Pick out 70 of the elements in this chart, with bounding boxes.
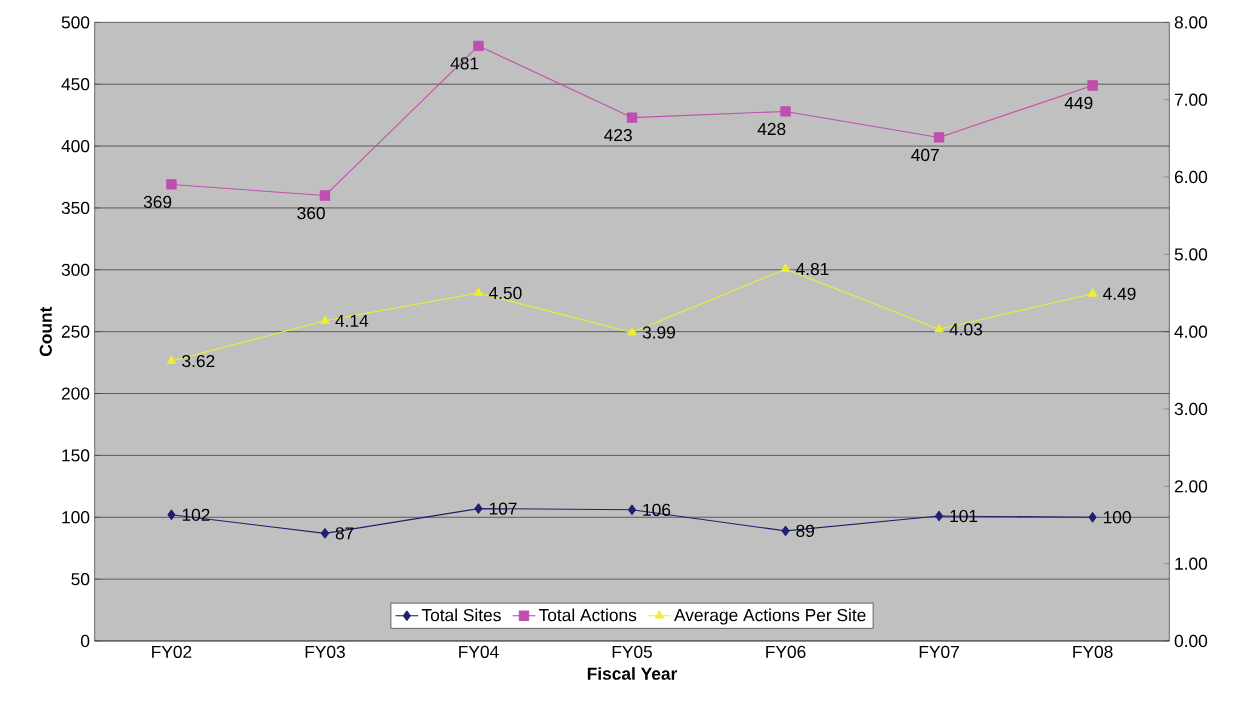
y-tick-label: 400 <box>61 139 90 153</box>
x-tick-label: FY06 <box>766 645 806 658</box>
point <box>627 504 637 516</box>
y2-tick-label: 4.00 <box>1174 325 1208 338</box>
y-tick-label: 0 <box>80 634 90 648</box>
y-tick-label: 300 <box>61 263 90 276</box>
y-tick-label: 150 <box>62 449 90 462</box>
y2-tick-label: 8.00 <box>1174 16 1208 29</box>
point <box>167 509 176 520</box>
legend-label: Average Actions Per Site <box>674 608 866 625</box>
data-label: 87 <box>335 527 354 540</box>
y2-tick-label: 6.00 <box>1174 170 1208 184</box>
point <box>166 355 177 364</box>
point <box>320 315 330 324</box>
y2-tick-label: 7.00 <box>1174 93 1208 106</box>
data-label: 423 <box>604 128 632 142</box>
point <box>933 132 945 143</box>
x-tick-label: FY07 <box>919 645 959 658</box>
point <box>935 510 944 522</box>
point <box>781 525 790 537</box>
y-tick-label: 250 <box>61 325 90 338</box>
y-tick-label: 500 <box>61 16 90 29</box>
point <box>1088 288 1098 297</box>
y2-tick-label: 0.00 <box>1174 634 1208 648</box>
data-label: 4.03 <box>949 323 983 336</box>
data-label: 449 <box>1064 96 1093 110</box>
data-label: 369 <box>143 195 172 209</box>
y-tick-label: 200 <box>61 387 90 400</box>
legend-label: Total Actions <box>538 608 637 622</box>
point <box>320 528 329 539</box>
y2-tick-label: 2.00 <box>1174 480 1208 493</box>
point <box>474 503 483 514</box>
data-label: 3.99 <box>642 326 675 339</box>
data-label: 4.81 <box>795 262 829 276</box>
y-tick-label: 100 <box>62 511 90 524</box>
data-label: 3.62 <box>182 354 215 368</box>
y-tick-label: 350 <box>61 201 90 215</box>
x-tick-label: FY03 <box>305 645 345 658</box>
y-axis-title: Count <box>39 306 52 356</box>
data-label: 100 <box>1103 511 1131 524</box>
x-tick-label: FY08 <box>1073 645 1113 658</box>
point <box>473 40 484 52</box>
x-tick-label: FY02 <box>152 645 192 658</box>
y-tick-label: 50 <box>71 572 90 586</box>
x-tick-label: FY05 <box>612 645 652 658</box>
x-tick-label: FY04 <box>459 645 499 658</box>
x-axis-title: Fiscal Year <box>587 667 678 680</box>
point <box>319 190 331 201</box>
point <box>1087 80 1098 91</box>
data-label: 4.49 <box>1103 287 1136 300</box>
data-label: 4.14 <box>335 314 369 327</box>
data-label: 4.50 <box>488 286 522 300</box>
data-label: 407 <box>911 148 939 162</box>
data-label: 106 <box>643 503 671 516</box>
y-tick-label: 450 <box>61 78 90 91</box>
point <box>1088 512 1097 523</box>
legend-label: Total Sites <box>421 608 501 622</box>
data-label: 428 <box>757 122 786 136</box>
data-label: 360 <box>297 206 325 220</box>
point <box>627 327 637 336</box>
data-label: 481 <box>450 57 479 70</box>
point <box>626 112 638 123</box>
point <box>780 263 791 272</box>
y2-tick-label: 1.00 <box>1175 557 1208 570</box>
point <box>166 179 177 190</box>
y2-tick-label: 5.00 <box>1174 248 1208 261</box>
point <box>473 287 484 296</box>
y2-tick-label: 3.00 <box>1174 402 1208 416</box>
point <box>780 106 791 117</box>
point <box>934 324 944 333</box>
